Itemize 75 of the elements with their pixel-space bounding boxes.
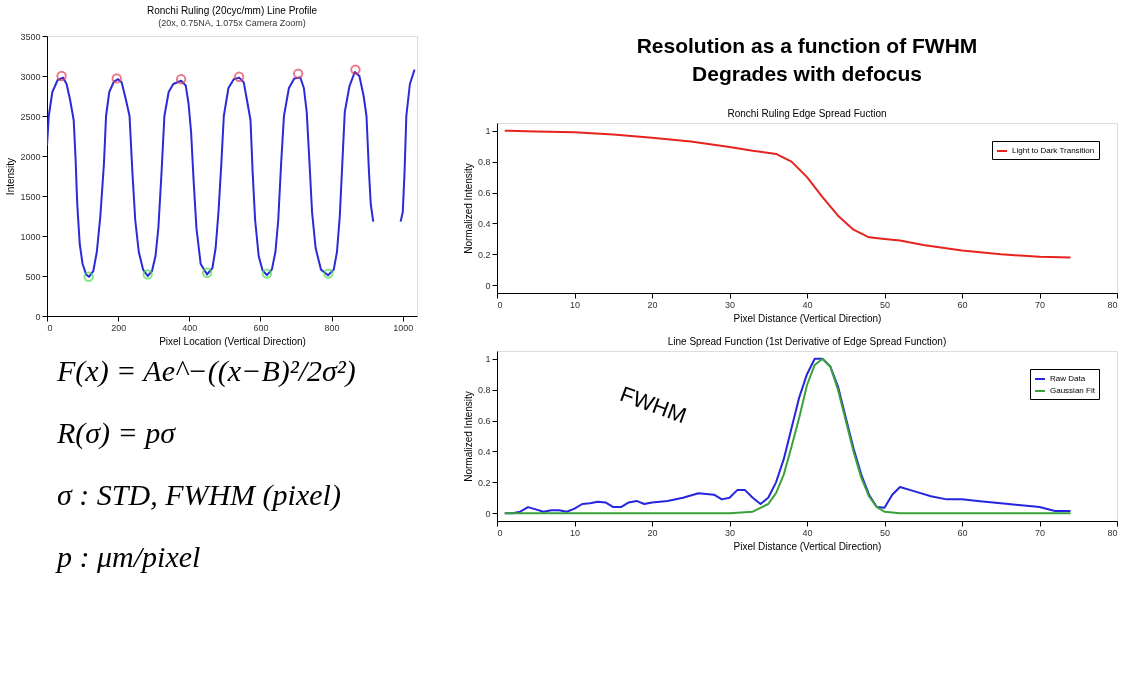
legend-label: Gaussian Fit [1050,386,1096,395]
point [56,70,67,82]
y-tick-label: 0.4 [477,218,491,229]
text: σ : STD, FWHM (pixel) [57,478,341,512]
point [261,268,273,279]
x-axis-title: Pixel Distance (Vertical Direction) [733,312,882,324]
legend-label: Raw Data [1050,374,1086,383]
x-tick-label: 0 [47,322,53,333]
y-tick-label: 3500 [20,31,41,42]
y-tick-label: 0.8 [477,385,491,396]
y-tick-label: 1500 [20,191,41,202]
y-tick-label: 0 [485,280,491,291]
chart-subtitle: (20x, 0.75NA, 1.075x Camera Zoom) [158,18,306,28]
y-tick-label: 0 [485,508,491,519]
x-tick-label: 1000 [393,322,414,333]
text: F(x) = Ae^−((x−B)²/2σ²) [56,354,356,388]
y-tick-label: 1 [485,126,491,137]
x-tick-label: 200 [111,322,127,333]
text: Resolution as a function of FWHM [636,34,978,57]
x-axis-title: Pixel Distance (Vertical Direction) [733,540,882,552]
y-tick-label: 0.2 [477,477,491,488]
x-tick-label: 50 [879,527,891,538]
y-tick-label: 1 [485,354,491,365]
y-tick-label: 0.6 [477,416,491,427]
y-axis-title: Normalized Intensity [462,163,474,254]
x-tick-label: 40 [802,299,813,310]
x-tick-label: 30 [724,299,736,310]
y-tick-label: 500 [25,271,41,282]
y-tick-label: 1000 [20,231,41,242]
x-tick-label: 60 [957,527,968,538]
x-tick-label: 40 [802,527,813,538]
x-tick-label: 50 [879,299,891,310]
point [142,269,153,280]
legend-label: Light to Dark Transition [1012,146,1095,155]
x-tick-label: 20 [647,299,658,310]
x-tick-label: 80 [1107,527,1118,538]
y-tick-label: 0.2 [477,249,491,260]
y-tick-label: 2500 [20,111,41,122]
point [233,71,245,82]
x-tick-label: 70 [1034,527,1046,538]
text: Degrades with defocus [692,62,922,85]
y-axis-title: Normalized Intensity [462,391,474,482]
y-axis-title: Intensity [5,157,17,196]
x-tick-label: 10 [569,527,581,538]
point [111,73,122,84]
x-tick-label: 20 [647,527,658,538]
y-tick-label: 0 [35,311,41,322]
x-tick-label: 30 [724,527,736,538]
chart-title: Ronchi Ruling Edge Spread Fuction [727,108,887,119]
point [83,271,94,282]
y-tick-label: 2000 [20,151,41,162]
chart-title: Line Spread Function (1st Derivative of Edge Spread Function) [667,336,947,347]
x-tick-label: 80 [1107,299,1118,310]
chart-title: Ronchi Ruling (20cyc/mm) Line Profile [146,5,318,16]
point [175,74,187,85]
x-tick-label: 0 [497,527,503,538]
x-tick-label: 0 [497,299,503,310]
annotation: FWHM [616,381,690,429]
text: p : μm/pixel [55,540,201,573]
x-tick-label: 800 [324,322,340,333]
x-tick-label: 70 [1034,299,1046,310]
point [201,267,213,278]
x-tick-label: 400 [182,322,198,333]
y-tick-label: 0.8 [477,157,491,168]
point [292,68,304,79]
point [323,268,334,279]
x-tick-label: 10 [569,299,581,310]
point [350,64,361,75]
y-tick-label: 0.6 [477,188,491,199]
y-tick-label: 3000 [20,71,41,82]
x-tick-label: 600 [253,322,269,333]
y-tick-label: 0.4 [477,446,491,457]
x-tick-label: 60 [957,299,968,310]
x-axis-title: Pixel Location (Vertical Direction) [159,335,306,347]
text: R(σ) = pσ [56,416,177,450]
